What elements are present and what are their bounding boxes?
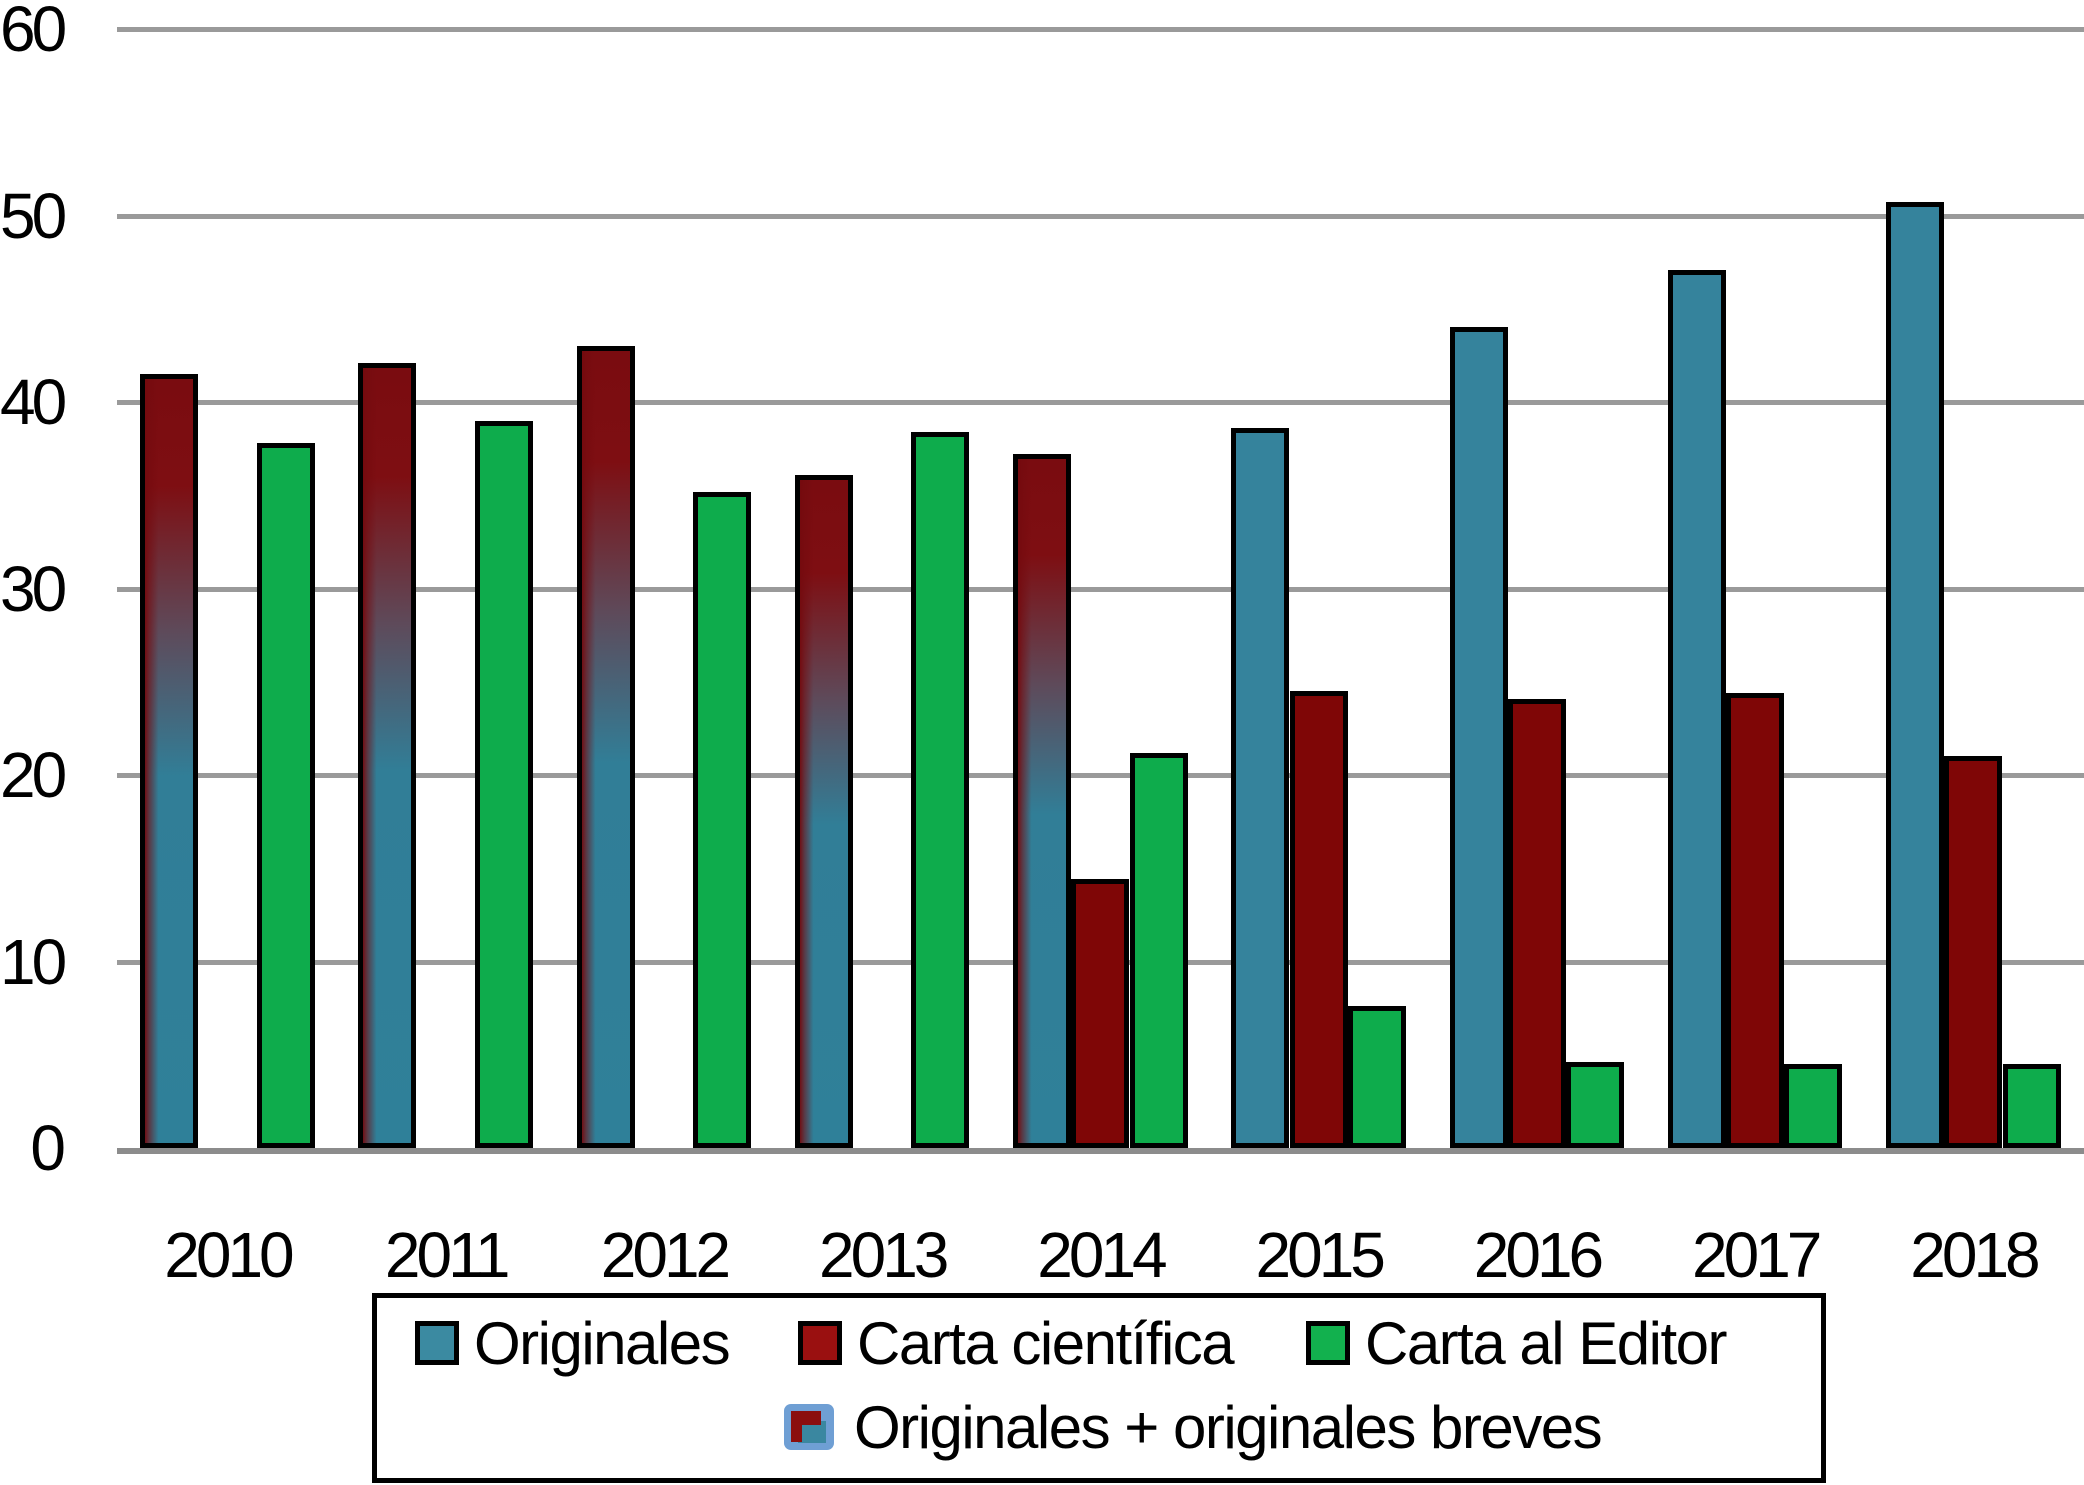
bar-2014-green (1129, 752, 1188, 1148)
bar-2010-grad (140, 374, 198, 1148)
y-axis-label-30: 30 (0, 552, 67, 625)
bar-2014-grad (1013, 454, 1071, 1148)
legend-box: Originales Carta científica Carta al Edi… (372, 1293, 1826, 1483)
legend-item-carta-al-editor: Carta al Editor (1306, 1308, 1728, 1378)
x-axis-label-2012: 2012 (600, 1219, 731, 1291)
legend-item-originales: Originales (415, 1308, 731, 1378)
y-axis-label-50: 50 (0, 179, 67, 252)
bar-2018-green (2002, 1064, 2061, 1148)
bar-2016-teal (1449, 327, 1508, 1148)
legend-item-originales-breves: Originales + originales breves (784, 1392, 1603, 1462)
bar-2018-teal (1886, 202, 1944, 1148)
y-axis-label-40: 40 (0, 366, 67, 438)
gridline-60 (117, 27, 2084, 32)
legend-label-carta-cientifica: Carta científica (857, 1309, 1235, 1377)
y-axis-label-0: 0 (30, 1112, 66, 1184)
x-axis-label-2016: 2016 (1473, 1219, 1604, 1291)
bar-2016-green (1566, 1062, 1625, 1148)
x-axis-label-2013: 2013 (819, 1219, 949, 1291)
y-axis-label-10: 10 (0, 925, 67, 998)
originales-swatch-icon (415, 1321, 459, 1365)
bar-2017-teal (1667, 269, 1726, 1148)
bar-2010-green (256, 443, 315, 1148)
legend-label-originales: Originales (474, 1309, 731, 1377)
bar-2013-grad (794, 474, 853, 1148)
bar-2011-green (474, 420, 533, 1148)
x-axis-label-2018: 2018 (1910, 1219, 2040, 1291)
x-axis-label-2011: 2011 (384, 1219, 511, 1291)
x-axis-label-2015: 2015 (1255, 1219, 1386, 1291)
gridline-50 (117, 213, 2084, 219)
bar-2012-green (693, 491, 752, 1148)
bar-2015-red (1289, 691, 1348, 1148)
carta-cientifica-swatch-icon (798, 1321, 842, 1365)
gridline-30 (117, 586, 2084, 592)
x-axis-label-2017: 2017 (1692, 1219, 1822, 1291)
legend-label-originales-breves: Originales + originales breves (854, 1393, 1603, 1461)
bar-2015-teal (1231, 428, 1290, 1148)
bar-2016-red (1507, 698, 1566, 1148)
bar-2014-red (1071, 879, 1130, 1148)
bar-2013-green (911, 431, 970, 1148)
gridline-40 (117, 400, 2084, 405)
y-axis-label-20: 20 (0, 739, 67, 811)
bar-2012-grad (576, 346, 635, 1148)
bar-2011-grad (358, 362, 417, 1148)
bar-2017-red (1726, 692, 1785, 1148)
bar-2015-green (1347, 1006, 1406, 1148)
carta-al-editor-swatch-icon (1306, 1321, 1350, 1365)
bar-2018-red (1944, 756, 2003, 1148)
originales-breves-swatch-icon (784, 1404, 834, 1450)
x-axis-label-2010: 2010 (164, 1219, 294, 1291)
x-axis-label-2014: 2014 (1037, 1219, 1167, 1291)
x-axis-line (117, 1148, 2084, 1154)
legend-label-carta-al-editor: Carta al Editor (1365, 1309, 1728, 1377)
gridline-20 (117, 773, 2084, 778)
legend-item-carta-cientifica: Carta científica (798, 1308, 1235, 1378)
y-axis-label-60: 60 (0, 0, 67, 65)
bar-2017-green (1784, 1064, 1843, 1148)
